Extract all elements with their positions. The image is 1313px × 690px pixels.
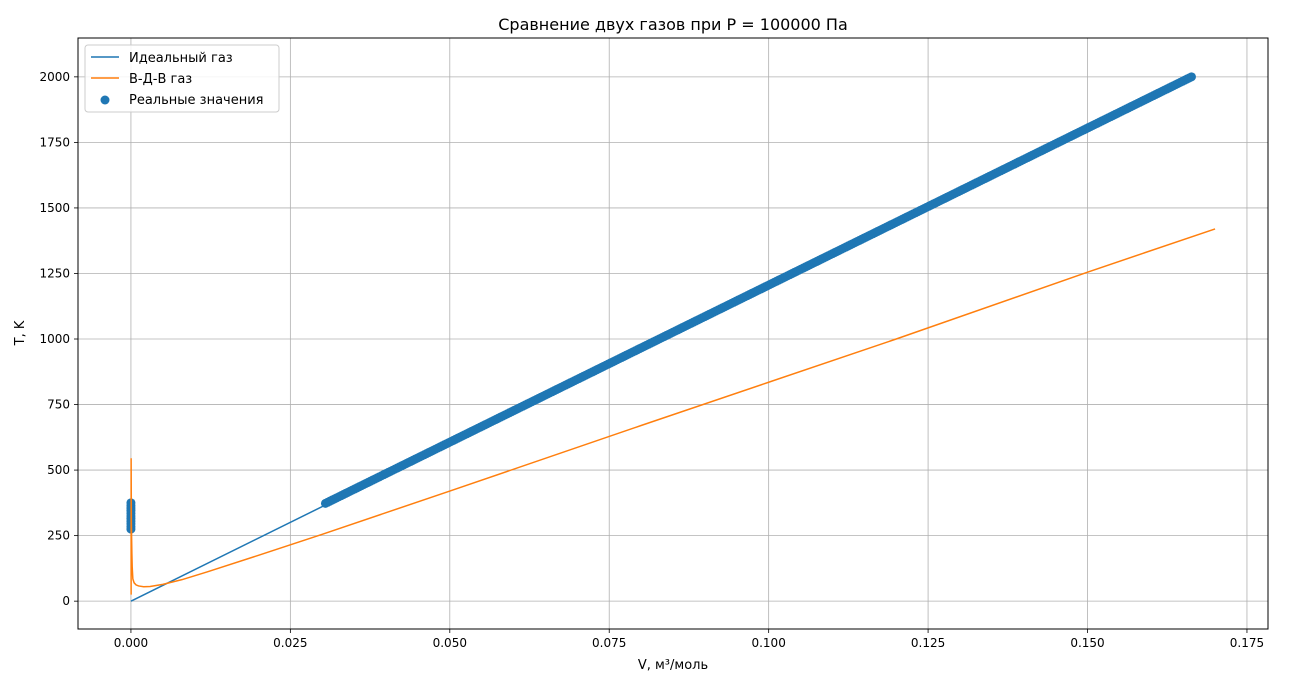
x-tick-label: 0.000 — [114, 636, 148, 650]
x-tick-label: 0.175 — [1230, 636, 1264, 650]
y-tick-label: 1000 — [39, 332, 70, 346]
y-tick-label: 1500 — [39, 201, 70, 215]
x-tick-label: 0.150 — [1070, 636, 1104, 650]
legend-swatch-real — [100, 95, 110, 105]
tick-layer: 0.000 0.025 0.050 0.075 0.100 0.125 0.150 0.175… — [39, 70, 1264, 650]
y-axis-label: T, K — [13, 320, 28, 346]
y-tick-label: 750 — [47, 398, 70, 412]
x-axis-label: V, м³/моль — [638, 658, 708, 673]
legend-label-vdw: В-Д-В газ — [129, 72, 192, 87]
x-tick-label: 0.075 — [592, 636, 626, 650]
y-tick-label: 250 — [47, 529, 70, 543]
legend-label-real: Реальные значения — [129, 93, 264, 108]
y-tick-label: 1250 — [39, 266, 70, 280]
x-tick-label: 0.125 — [911, 636, 945, 650]
x-tick-label: 0.100 — [751, 636, 785, 650]
x-tick-label: 0.025 — [273, 636, 307, 650]
y-tick-label: 1750 — [39, 135, 70, 149]
scatter-point — [1186, 72, 1196, 82]
y-tick-label: 2000 — [39, 70, 70, 84]
x-tick-label: 0.050 — [433, 636, 467, 650]
chart-title: Сравнение двух газов при P = 100000 Па — [498, 15, 848, 34]
legend-frame — [84, 44, 280, 113]
grid-layer — [78, 38, 1268, 629]
y-tick-label: 0 — [62, 594, 70, 608]
series-line-vdw-gas — [130, 228, 1216, 595]
plot-frame — [77, 37, 1269, 630]
legend: Идеальный газ В-Д-В газ Реальные значени… — [84, 44, 280, 113]
data-layer — [126, 72, 1216, 602]
legend-label-ideal: Идеальный газ — [129, 51, 233, 66]
y-tick-label: 500 — [47, 463, 70, 477]
